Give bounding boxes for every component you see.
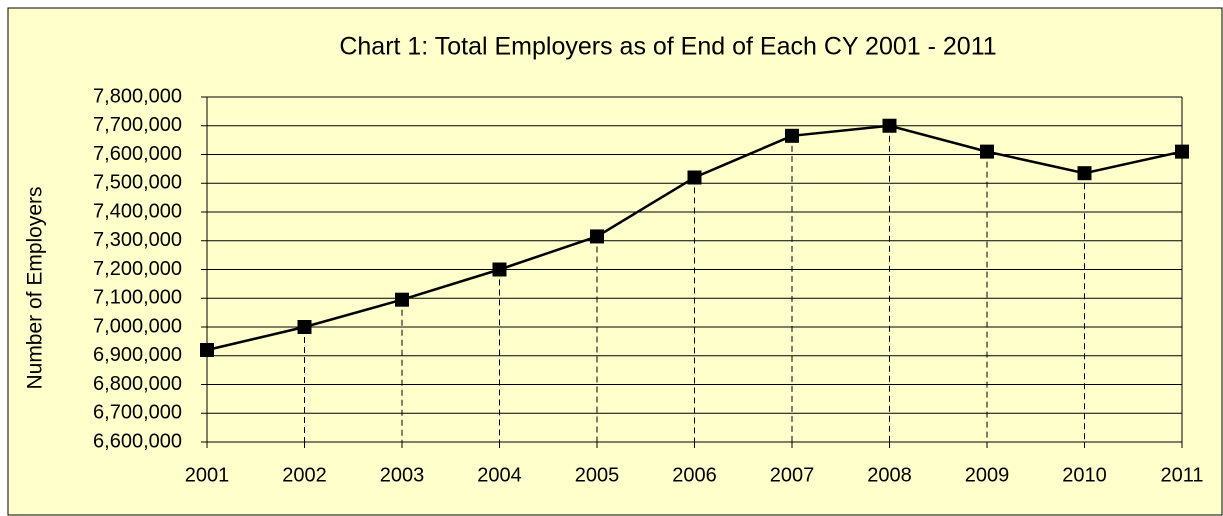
point-marker <box>785 128 799 143</box>
point-marker <box>980 144 994 159</box>
x-tick-label: 2010 <box>1062 464 1107 486</box>
x-tick-label: 2003 <box>380 464 425 486</box>
point-marker <box>590 229 604 244</box>
y-tick-label: 6,900,000 <box>93 344 182 366</box>
y-tick-label: 6,600,000 <box>93 430 182 452</box>
x-tick-label: 2004 <box>477 464 522 486</box>
x-tick-label: 2005 <box>575 464 620 486</box>
x-tick-label: 2008 <box>867 464 912 486</box>
y-tick-label: 7,600,000 <box>93 143 182 165</box>
y-tick-label: 6,700,000 <box>93 402 182 424</box>
y-tick-label: 7,800,000 <box>93 85 182 107</box>
y-tick-label: 7,200,000 <box>93 258 182 280</box>
chart-background <box>7 7 1223 516</box>
x-tick-label: 2002 <box>282 464 327 486</box>
x-tick-label: 2011 <box>1160 464 1203 486</box>
y-tick-label: 6,800,000 <box>93 373 182 395</box>
y-axis-label: Number of Employers <box>24 186 47 389</box>
x-tick-label: 2007 <box>770 464 815 486</box>
point-marker <box>395 292 409 307</box>
y-tick-label: 7,400,000 <box>93 200 182 222</box>
x-tick-label: 2001 <box>185 464 230 486</box>
y-tick-label: 7,300,000 <box>93 229 182 251</box>
point-marker <box>492 262 507 277</box>
chart-title: Chart 1: Total Employers as of End of Ea… <box>339 33 996 61</box>
point-marker <box>882 118 897 133</box>
y-tick-label: 7,000,000 <box>93 315 182 337</box>
point-marker <box>687 170 702 185</box>
point-marker <box>297 320 312 334</box>
x-tick-label: 2006 <box>672 464 717 486</box>
x-tick-label: 2009 <box>965 464 1010 486</box>
y-tick-label: 7,700,000 <box>93 114 182 136</box>
y-tick-label: 7,100,000 <box>93 287 182 309</box>
point-marker <box>1175 144 1189 159</box>
point-marker <box>1077 166 1092 181</box>
point-marker <box>200 343 214 357</box>
y-tick-label: 7,500,000 <box>93 172 182 194</box>
